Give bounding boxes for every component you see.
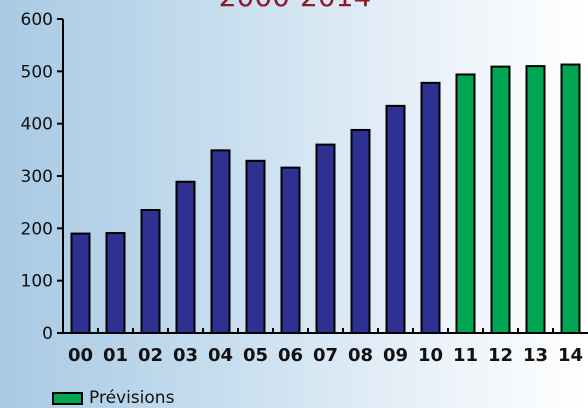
x-tick-label-01: 01	[103, 345, 128, 366]
x-tick-label-02: 02	[138, 345, 163, 366]
y-tick-label-500: 500	[21, 62, 53, 82]
x-tick-label-03: 03	[173, 345, 198, 366]
bar-08	[350, 128, 371, 334]
y-tick-label-400: 400	[21, 115, 53, 135]
bar-10	[420, 81, 441, 334]
legend-label-forecast: Prévisions	[89, 388, 175, 408]
x-tick-label-07: 07	[313, 345, 338, 366]
x-tick-label-14: 14	[558, 345, 583, 366]
bars	[70, 63, 581, 335]
bar-03	[175, 180, 196, 334]
y-axis: 0 100 200 300 400 500 600	[21, 10, 64, 344]
legend: Prévisions	[52, 388, 174, 408]
y-tick-label-0: 0	[42, 324, 53, 344]
bar-09	[385, 104, 406, 334]
chart-title: 2000-2014	[219, 0, 372, 13]
x-tick-label-04: 04	[208, 345, 233, 366]
bar-04	[210, 149, 231, 334]
bar-06	[280, 166, 301, 334]
x-tick-label-13: 13	[523, 345, 548, 366]
x-tick-label-10: 10	[418, 345, 443, 366]
y-tick-label-300: 300	[21, 167, 53, 187]
x-tick-label-08: 08	[348, 345, 373, 366]
x-axis: 00 01 02 03 04 05 06 07 08 09 10 11 12 13 14	[63, 328, 588, 366]
y-tick-label-600: 600	[21, 10, 53, 30]
x-tick-label-09: 09	[383, 345, 408, 366]
bar-05	[245, 159, 266, 334]
x-tick-label-12: 12	[488, 345, 513, 366]
y-tick-label-200: 200	[21, 219, 53, 239]
bar-00	[70, 232, 91, 334]
bar-07	[315, 143, 336, 334]
x-tick-label-00: 00	[68, 345, 93, 366]
bar-12	[490, 65, 511, 335]
bar-14	[560, 63, 581, 334]
x-tick-label-05: 05	[243, 345, 268, 366]
bar-01	[105, 232, 126, 334]
x-tick-label-11: 11	[453, 345, 478, 366]
legend-swatch-forecast	[52, 391, 83, 405]
bar-11	[455, 73, 476, 335]
bar-02	[140, 209, 161, 334]
bar-13	[525, 65, 546, 334]
x-tick-label-06: 06	[278, 345, 303, 366]
y-tick-label-100: 100	[21, 272, 53, 292]
